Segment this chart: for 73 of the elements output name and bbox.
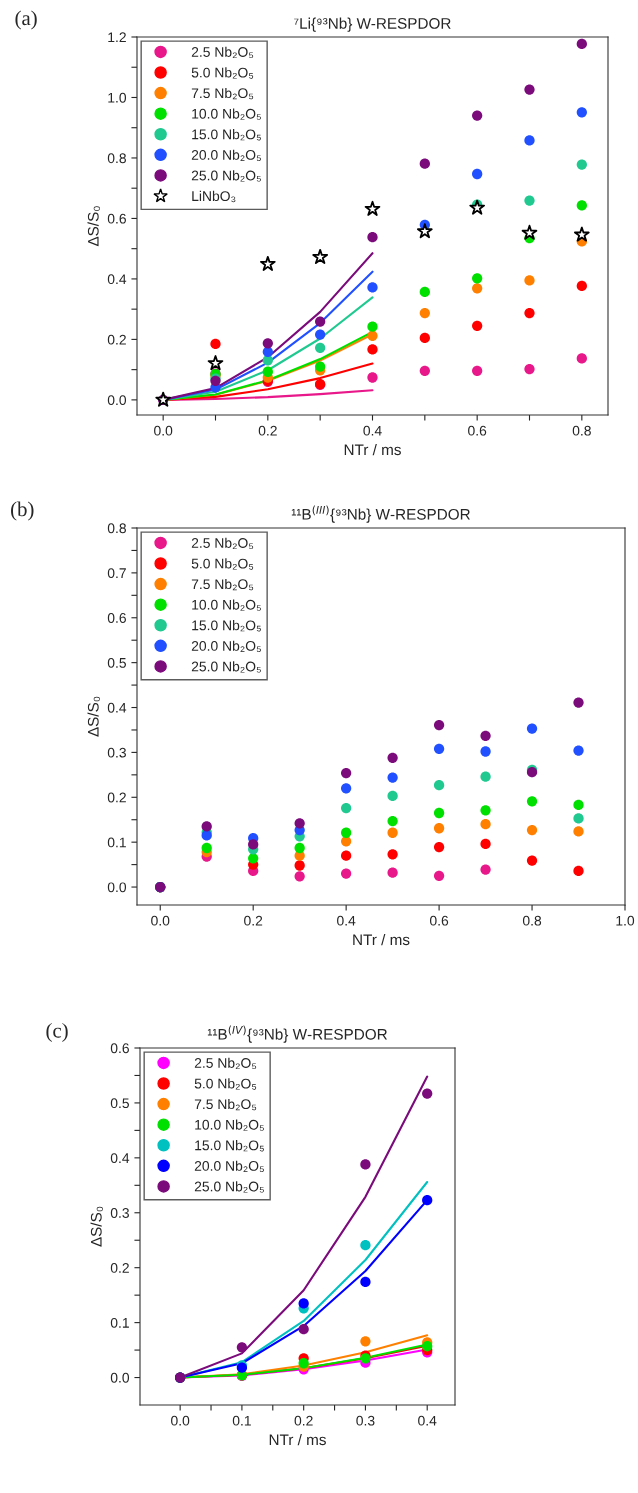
y-tick-label: 0.0: [110, 1372, 130, 1383]
text: (c): [46, 1023, 68, 1042]
y-tick-label: 0.8: [107, 153, 126, 164]
chart-title: ⁷Li{⁹³Nb} W-RESPDOR: [294, 17, 451, 32]
legend-label: 25.0 Nb₂O₅: [194, 1181, 264, 1193]
x-tick-label: 1.0: [616, 915, 635, 926]
text: (b): [11, 501, 34, 521]
x-axis-title: NTr / ms: [269, 1433, 326, 1446]
y-tick-label: 0.7: [107, 568, 126, 579]
x-axis-title: NTr / ms: [353, 933, 410, 946]
x-tick-label: 0.2: [294, 1415, 313, 1426]
x-tick-label: 0.4: [418, 1415, 437, 1426]
y-axis-title: ΔS/S₀: [87, 696, 100, 737]
y-tick-label: 1.2: [108, 32, 126, 43]
legend-label: 7.5 Nb₂O₅: [191, 87, 254, 100]
legend-label: 25.0 Nb₂O₅: [191, 170, 261, 182]
legend-label: 20.0 Nb₂O₅: [191, 640, 261, 652]
legend-label: 10.0 Nb₂O₅: [192, 108, 261, 120]
x-tick-label: 0.0: [151, 915, 170, 926]
y-tick-label: 0.0: [107, 882, 127, 893]
x-tick-label: 0.0: [171, 1415, 190, 1426]
legend-label: 5.0 Nb₂O₅: [191, 67, 254, 79]
y-tick-label: 0.3: [110, 1208, 129, 1218]
y-tick-label: 1.0: [108, 92, 127, 103]
x-tick-label: 0.4: [363, 425, 382, 436]
legend-label: 20.0 Nb₂O₅: [191, 149, 261, 161]
legend-label: 5.0 Nb₂O₅: [191, 558, 254, 570]
legend-label: 25.0 Nb₂O₅: [191, 661, 261, 673]
legend-label: 20.0 Nb₂O₅: [194, 1160, 264, 1172]
x-tick-label: 0.6: [468, 425, 487, 436]
legend-label: 10.0 Nb₂O₅: [195, 1119, 264, 1131]
legend-label: 15.0 Nb₂O₅: [192, 620, 261, 632]
y-tick-label: 0.2: [107, 792, 126, 803]
y-tick-label: 0.5: [107, 657, 126, 668]
x-tick-label: 0.2: [258, 425, 277, 436]
x-axis-title: NTr / ms: [344, 443, 401, 456]
y-tick-label: 0.2: [110, 1263, 129, 1273]
y-tick-label: 0.4: [110, 1153, 130, 1164]
y-tick-label: 0.1: [107, 837, 126, 848]
legend-label: 5.0 Nb₂O₅: [194, 1078, 257, 1090]
x-tick-label: 0.8: [572, 425, 591, 436]
y-tick-label: 0.3: [107, 747, 126, 758]
legend-label: 2.5 Nb₂O₅: [191, 46, 254, 59]
legend-label: 2.5 Nb₂O₅: [191, 537, 254, 550]
legend-label: 10.0 Nb₂O₅: [192, 599, 261, 611]
legend-label: 7.5 Nb₂O₅: [194, 1098, 257, 1111]
legend-label: 15.0 Nb₂O₅: [192, 129, 261, 141]
legend-label: 7.5 Nb₂O₅: [191, 578, 254, 591]
y-axis-title: ΔS/S₀: [87, 206, 100, 247]
y-tick-label: 0.0: [107, 395, 127, 406]
legend-label: 2.5 Nb₂O₅: [194, 1057, 257, 1070]
text: (a): [15, 10, 37, 30]
y-tick-label: 0.1: [110, 1317, 129, 1328]
x-tick-label: 0.4: [337, 915, 356, 926]
x-tick-label: 0.0: [154, 425, 173, 436]
y-axis-title: ΔS/S₀: [90, 1206, 103, 1247]
y-tick-label: 0.4: [107, 702, 127, 713]
y-tick-label: 0.6: [107, 213, 126, 224]
chart-title: ¹¹B$^{(III)}${⁹³Nb} W-RESPDOR: [291, 505, 470, 523]
legend-label: LiNbO₃: [192, 190, 236, 203]
x-tick-label: 0.6: [429, 915, 449, 926]
y-tick-label: 0.4: [107, 274, 127, 285]
legend-label: 15.0 Nb₂O₅: [195, 1140, 264, 1152]
y-tick-label: 0.6: [107, 613, 126, 623]
y-tick-label: 0.5: [110, 1098, 129, 1109]
y-tick-label: 0.2: [107, 334, 126, 345]
chart-title: ¹¹B$^{(IV)}${⁹³Nb} W-RESPDOR: [207, 1025, 387, 1043]
x-tick-label: 0.2: [244, 915, 263, 926]
x-tick-label: 0.1: [232, 1415, 251, 1426]
x-tick-label: 0.8: [522, 915, 542, 926]
x-tick-label: 0.3: [356, 1415, 375, 1426]
y-tick-label: 0.6: [110, 1043, 129, 1054]
y-tick-label: 0.8: [107, 523, 126, 534]
